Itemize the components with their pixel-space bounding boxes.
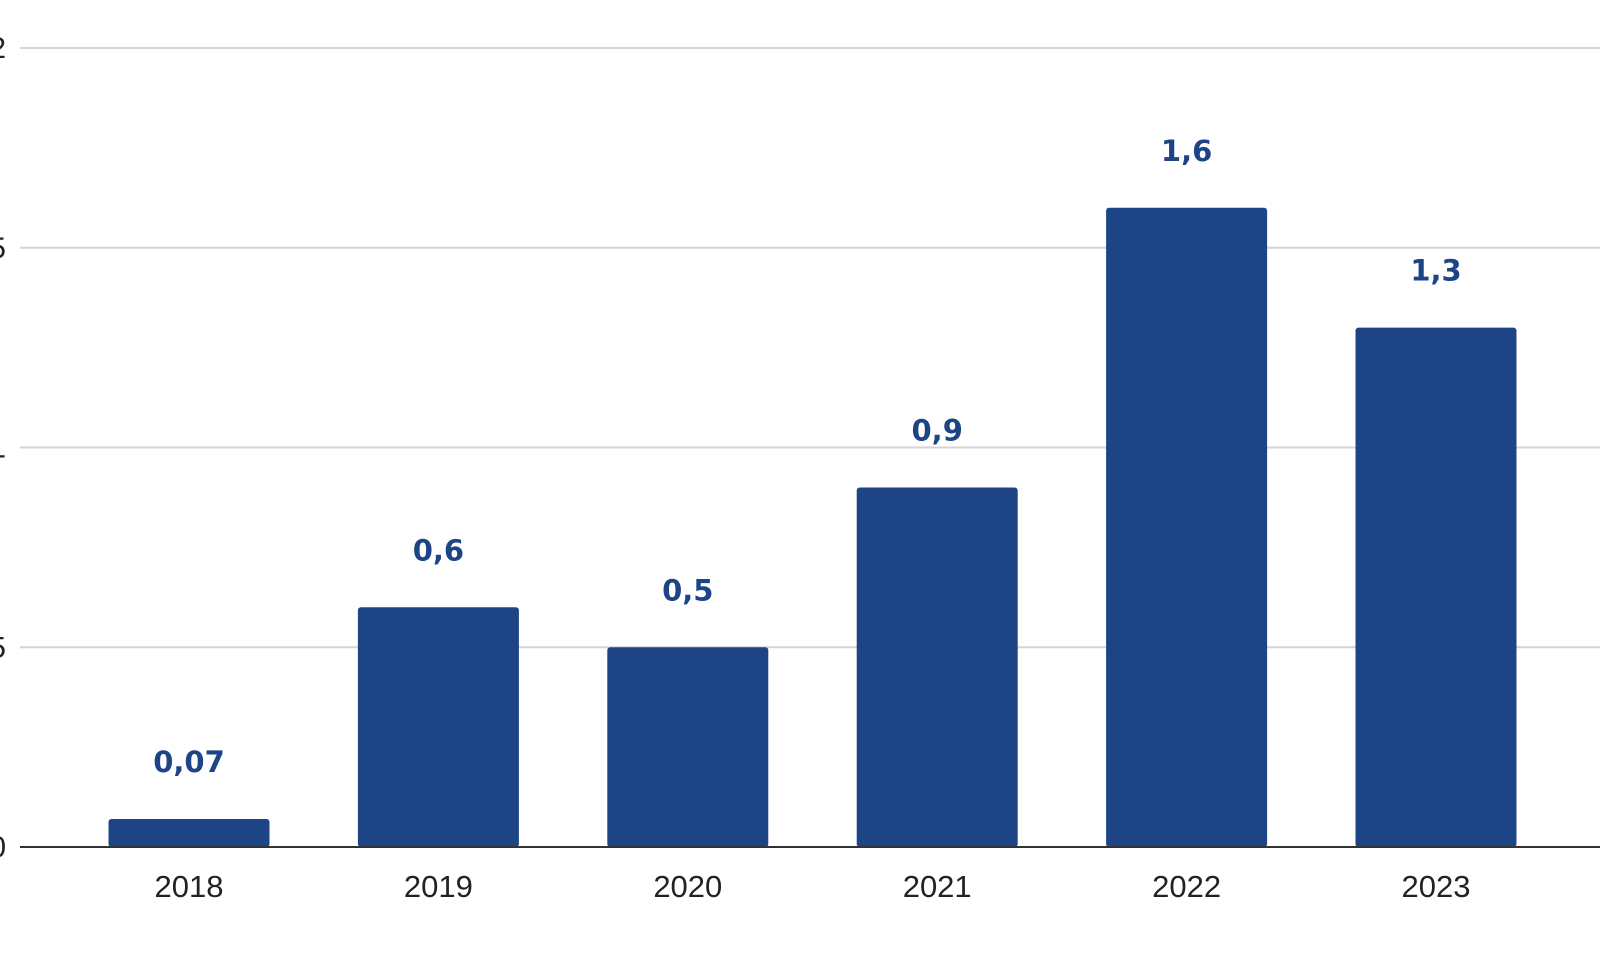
bar-2021 (856, 487, 1018, 847)
bar-2022 (1106, 207, 1268, 848)
data-label-2020: 0,5 (662, 573, 713, 607)
grid-layer (20, 47, 1600, 649)
bar-2019 (357, 607, 519, 847)
data-label-2018: 0,07 (153, 745, 225, 779)
y-tick-label: 0 (0, 831, 6, 864)
x-tick-label-2022: 2022 (1152, 869, 1221, 904)
bars (108, 207, 1517, 848)
x-tick-label-2021: 2021 (903, 869, 972, 904)
data-label-2019: 0,6 (413, 533, 464, 567)
x-tick-label-2023: 2023 (1402, 869, 1471, 904)
x-tick-label-2019: 2019 (404, 869, 473, 904)
x-axis-ticks: 2018 2019 2020 2021 2022 2023 (155, 869, 1471, 904)
y-axis-ticks: 0 0,5 1 1,5 2 (0, 32, 6, 864)
y-tick-label: 2 (0, 32, 6, 65)
y-tick-label: 1 (0, 432, 6, 465)
x-tick-label-2020: 2020 (653, 869, 722, 904)
bar-2023 (1355, 327, 1517, 847)
y-tick-label: 0,5 (0, 631, 6, 664)
data-label-2021: 0,9 (912, 413, 963, 447)
data-label-2022: 1,6 (1161, 134, 1212, 168)
data-labels: 0,07 0,6 0,5 0,9 1,6 1,3 (153, 134, 1461, 779)
bar-2020 (607, 647, 769, 847)
x-tick-label-2018: 2018 (155, 869, 224, 904)
bar-2018 (108, 819, 270, 847)
y-tick-label: 1,5 (0, 232, 6, 265)
data-label-2023: 1,3 (1410, 254, 1461, 288)
